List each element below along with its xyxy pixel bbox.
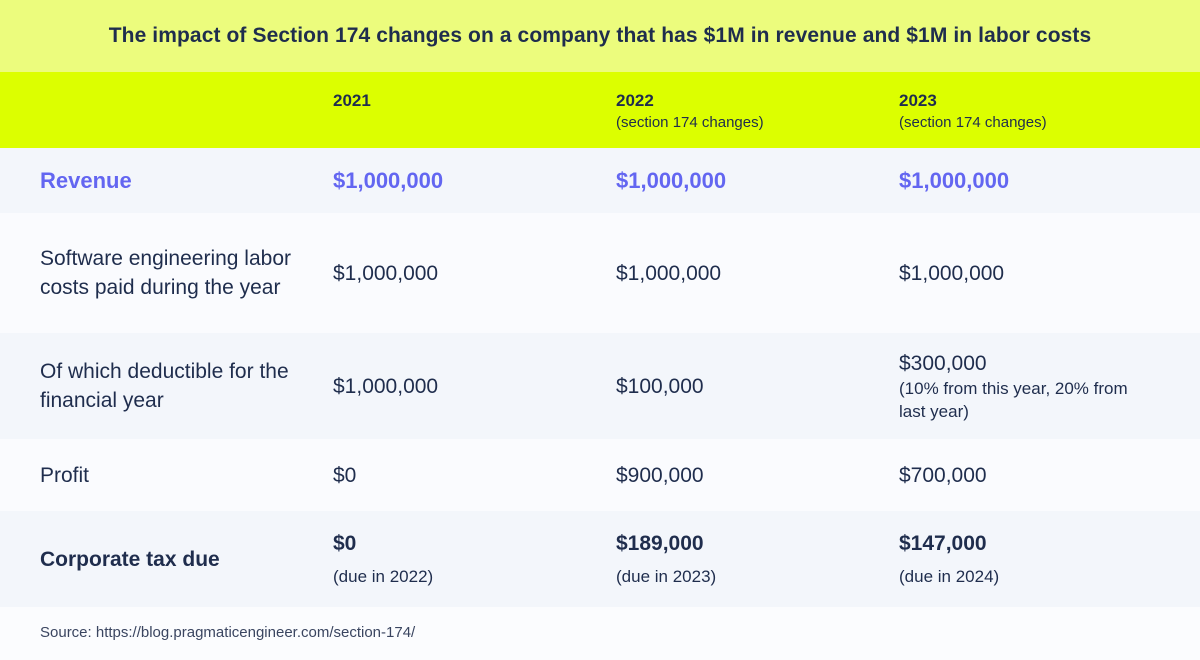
row-label: Corporate tax due xyxy=(40,547,220,571)
header-2021: 2021 xyxy=(333,72,603,148)
cell-value: $700,000 xyxy=(899,463,987,487)
cell-value: $0 xyxy=(333,531,357,555)
row-label: Of which deductible for the financial ye… xyxy=(40,360,289,412)
source-citation: Source: https://blog.pragmaticengineer.c… xyxy=(40,624,416,641)
row-label: Software engineering labor costs paid du… xyxy=(40,247,291,299)
header-2022: 2022 (section 174 changes) xyxy=(616,72,886,148)
cell-note: (10% from this year, 20% from last year) xyxy=(899,378,1128,421)
cell-value: $1,000,000 xyxy=(616,261,722,285)
header-year: 2023 xyxy=(899,91,937,110)
table-row-profit: Profit $0 $900,000 $700,000 xyxy=(0,439,1200,511)
cell-value: $1,000,000 xyxy=(899,168,1010,193)
cell-value: $100,000 xyxy=(616,374,704,398)
table-row-tax: Corporate tax due $0 (due in 2022) $189,… xyxy=(0,511,1200,607)
cell-value: $1,000,000 xyxy=(616,168,727,193)
cell-value: $1,000,000 xyxy=(333,374,439,398)
header-year: 2022 xyxy=(616,91,654,110)
table-row-labor: Software engineering labor costs paid du… xyxy=(0,213,1200,333)
title-band: The impact of Section 174 changes on a c… xyxy=(0,0,1200,72)
row-label: Profit xyxy=(40,463,90,487)
cell-note: (due in 2022) xyxy=(333,566,434,586)
table-header: 2021 2022 (section 174 changes) 2023 (se… xyxy=(0,72,1200,148)
cell-value: $1,000,000 xyxy=(333,261,439,285)
table-row-deductible: Of which deductible for the financial ye… xyxy=(0,333,1200,439)
table-row-revenue: Revenue $1,000,000 $1,000,000 $1,000,000 xyxy=(0,148,1200,213)
header-year: 2021 xyxy=(333,91,371,110)
header-note: (section 174 changes) xyxy=(616,114,764,131)
cell-value: $300,000 xyxy=(899,351,987,375)
cell-value: $1,000,000 xyxy=(333,168,444,193)
cell-note: (due in 2024) xyxy=(899,566,1000,586)
cell-value: $189,000 xyxy=(616,531,704,555)
header-note: (section 174 changes) xyxy=(899,114,1047,131)
cell-value: $900,000 xyxy=(616,463,704,487)
table-title: The impact of Section 174 changes on a c… xyxy=(108,24,1092,47)
cell-note: (due in 2023) xyxy=(616,566,717,586)
row-label: Revenue xyxy=(40,168,132,193)
header-2023: 2023 (section 174 changes) xyxy=(899,72,1169,148)
cell-value: $147,000 xyxy=(899,531,987,555)
cell-value: $0 xyxy=(333,463,357,487)
cell-value: $1,000,000 xyxy=(899,261,1005,285)
